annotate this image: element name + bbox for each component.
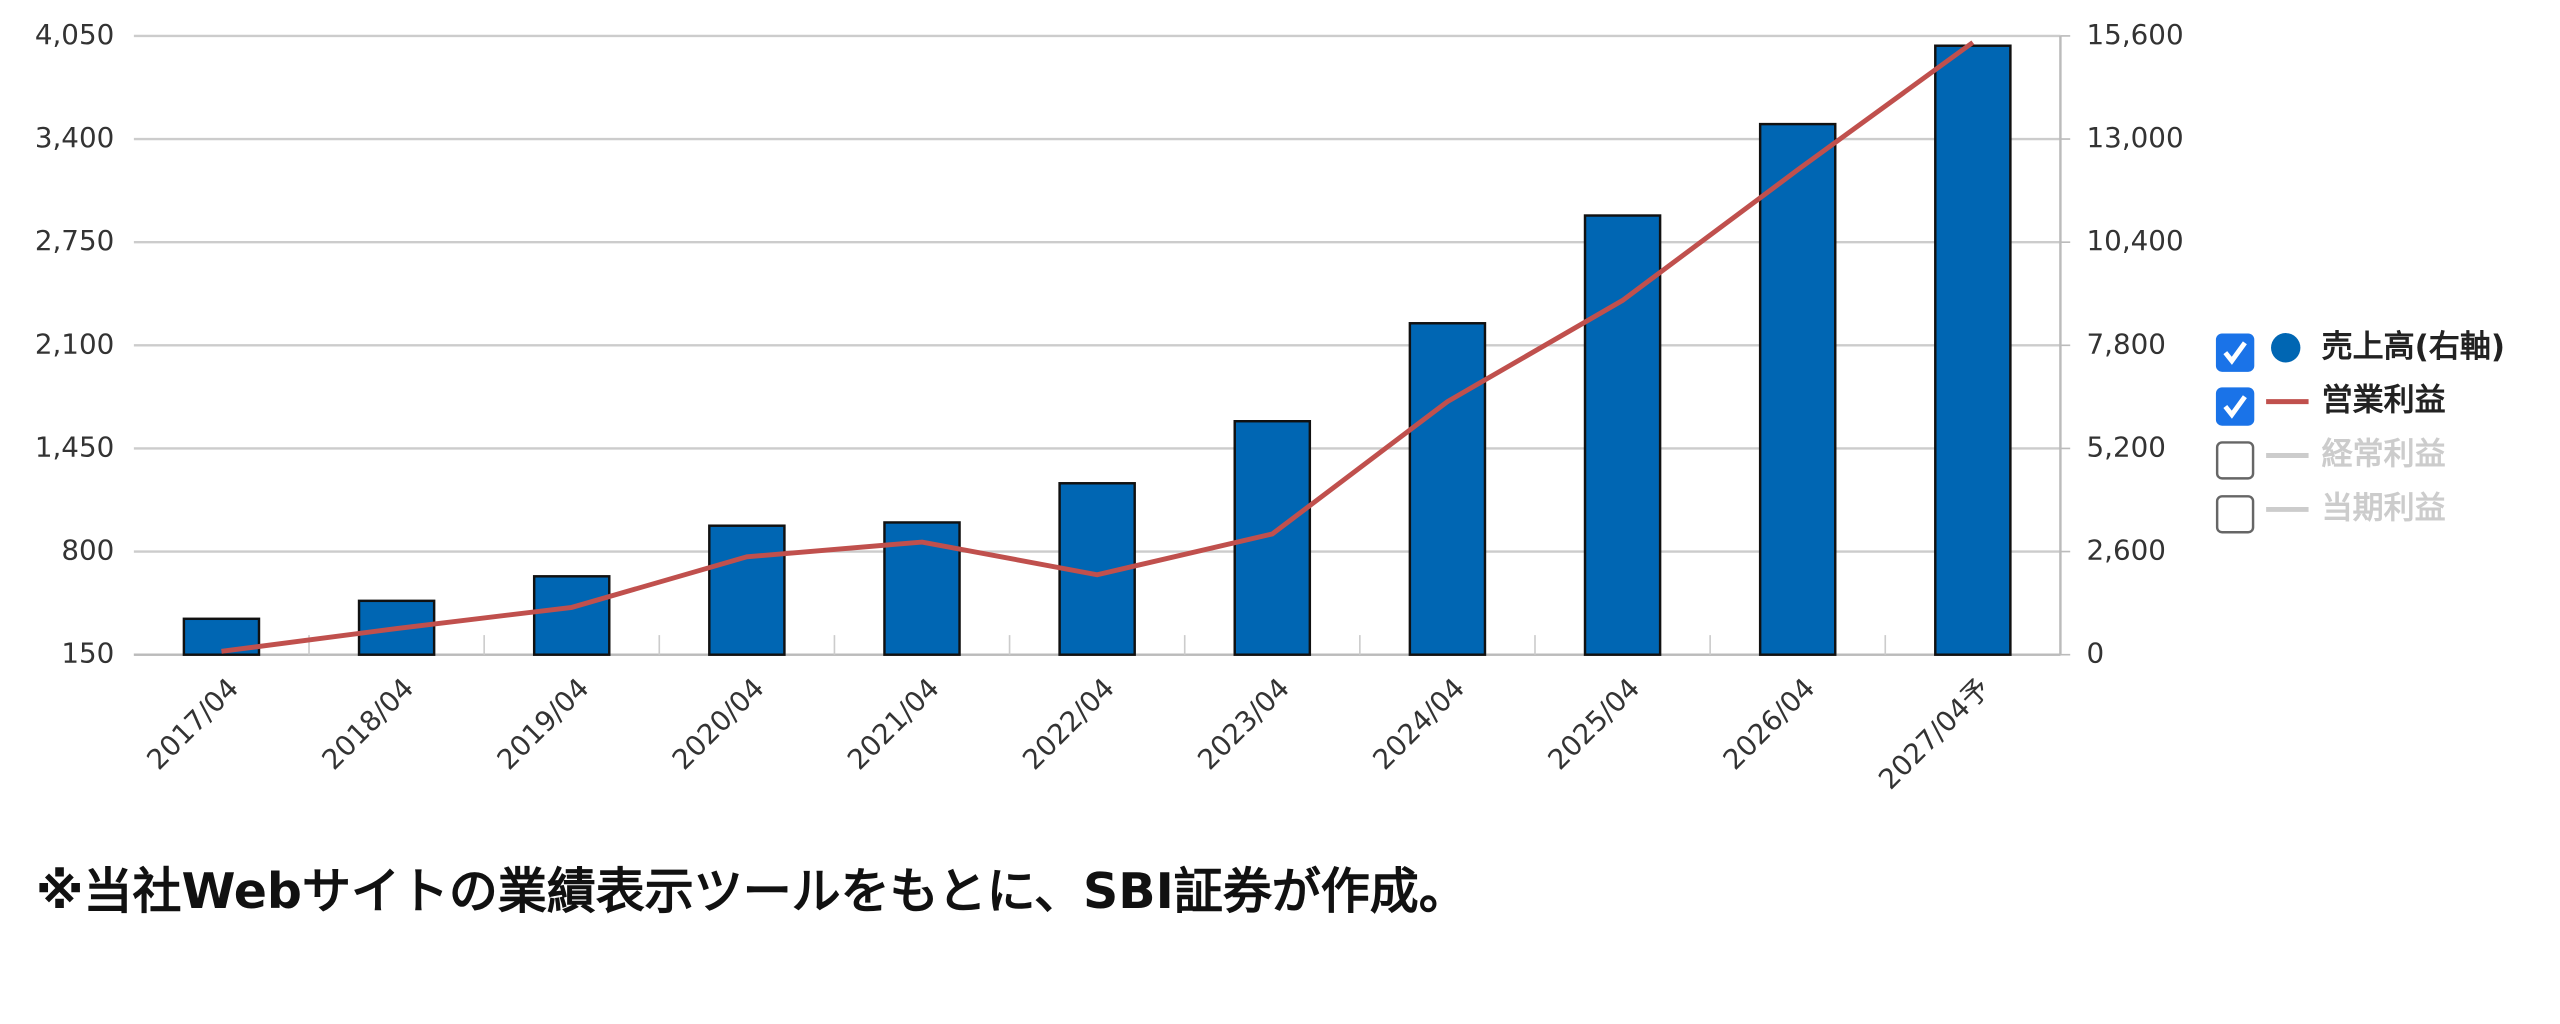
legend-marker xyxy=(2271,333,2301,363)
legend-label: 経常利益 xyxy=(2322,437,2446,473)
legend-checkbox xyxy=(2215,441,2255,480)
bar xyxy=(708,524,786,656)
x-tick-label: 2026/04 xyxy=(1717,671,1822,776)
x-tick-label: 2027/04予 xyxy=(1872,671,1996,795)
y2-tick-label: 2,600 xyxy=(2087,534,2166,567)
x-tick-label: 2018/04 xyxy=(315,671,420,776)
y-tick-label: 800 xyxy=(61,534,114,567)
y-tick-label: 2,100 xyxy=(35,327,114,360)
checkmark xyxy=(2223,341,2247,365)
y-tick-label: 4,050 xyxy=(35,18,114,51)
y2-tick-label: 13,000 xyxy=(2087,121,2184,154)
bar xyxy=(1934,44,2012,656)
legend-label: 営業利益 xyxy=(2322,383,2446,419)
bar xyxy=(1408,322,1487,656)
bar xyxy=(1758,122,1837,656)
x-tick-label: 2017/04 xyxy=(140,671,245,776)
legend-label: 当期利益 xyxy=(2322,490,2446,526)
x-tick-label: 2022/04 xyxy=(1016,671,1121,776)
x-tick-label: 2021/04 xyxy=(841,671,946,776)
legend-checkbox xyxy=(2215,495,2255,534)
x-tick-label: 2023/04 xyxy=(1191,671,1296,776)
y-tick-label: 3,400 xyxy=(35,121,114,154)
y-tick-label: 2,750 xyxy=(35,224,114,257)
y-tick-label: 1,450 xyxy=(35,430,114,463)
x-tick-label: 2019/04 xyxy=(491,671,596,776)
checkmark xyxy=(2223,395,2247,419)
bar xyxy=(532,575,611,656)
bar xyxy=(1583,214,1662,656)
y2-tick-label: 0 xyxy=(2087,637,2105,670)
y2-tick-label: 10,400 xyxy=(2087,224,2184,257)
y2-tick-label: 15,600 xyxy=(2087,18,2184,51)
y2-tick-label: 5,200 xyxy=(2087,430,2166,463)
line xyxy=(221,40,1975,654)
y2-tick-label: 7,800 xyxy=(2087,327,2166,360)
x-tick-label: 2020/04 xyxy=(666,671,771,776)
footnote: ※当社Webサイトの業績表示ツールをもとに、SBI証券が作成。 xyxy=(36,863,1468,920)
legend-label: 売上高(右軸) xyxy=(2322,329,2505,365)
y-tick-label: 150 xyxy=(61,637,114,670)
x-tick-label: 2024/04 xyxy=(1366,671,1471,776)
x-tick-label: 2025/04 xyxy=(1541,671,1646,776)
